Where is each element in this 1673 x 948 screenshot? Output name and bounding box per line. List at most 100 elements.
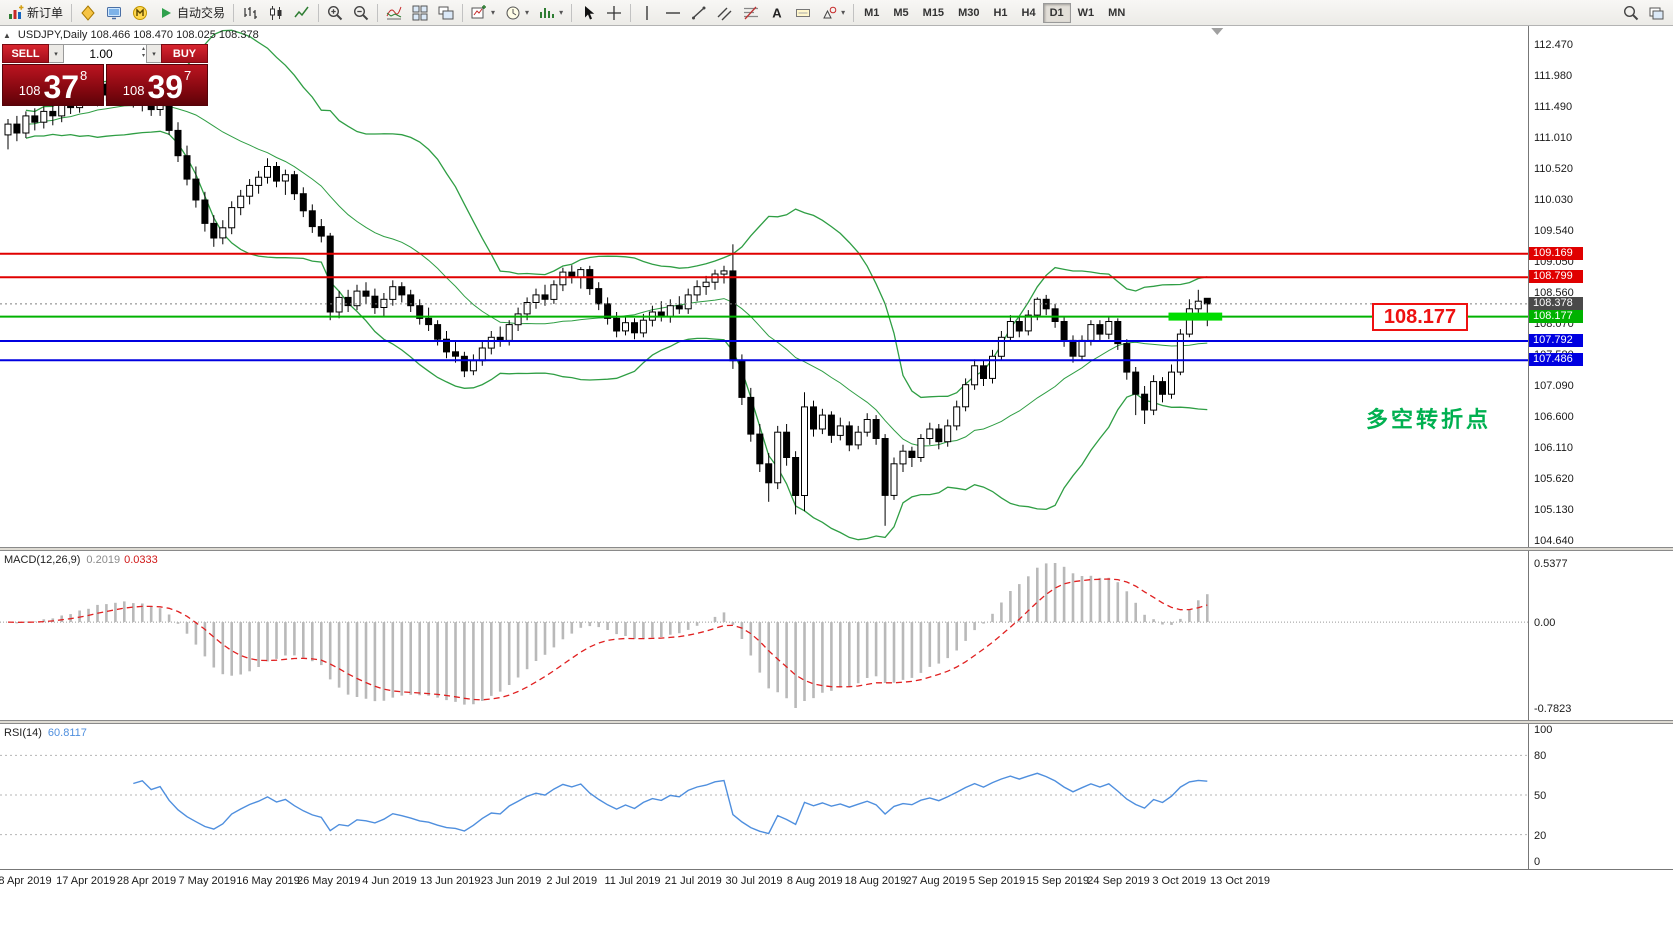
label-button[interactable] <box>790 2 816 24</box>
new-order-button[interactable]: 新订单 <box>3 2 68 24</box>
buy-button[interactable]: BUY <box>161 44 208 63</box>
timeframe-m15-button[interactable]: M15 <box>916 3 951 23</box>
bar-chart-icon <box>244 6 258 19</box>
rsi-axis-label: 50 <box>1534 790 1547 802</box>
timeframe-m1-button[interactable]: M1 <box>857 3 886 23</box>
time-axis-label: 28 Apr 2019 <box>116 875 177 887</box>
turning-point-note[interactable]: 多空转折点 <box>1366 407 1492 432</box>
line-chart-icon <box>294 6 309 17</box>
sell-button[interactable]: SELL <box>2 44 49 63</box>
timeframe-m30-button[interactable]: M30 <box>951 3 986 23</box>
candlestick-chart-button[interactable] <box>263 2 289 24</box>
text-icon: A <box>772 5 782 20</box>
gold-diamond-icon <box>81 4 95 21</box>
time-axis-label: 4 Jun 2019 <box>362 875 417 887</box>
tile-windows-button[interactable] <box>407 2 433 24</box>
price-axis-label: 106.600 <box>1534 411 1574 423</box>
fibonacci-button[interactable] <box>738 2 764 24</box>
vertical-line-button[interactable] <box>634 2 660 24</box>
sell-options-dropdown[interactable]: ▾ <box>49 44 63 63</box>
zoom-out-button[interactable] <box>348 2 374 24</box>
timeframe-d1-button[interactable]: D1 <box>1042 2 1071 23</box>
volume-input[interactable] <box>64 45 146 63</box>
time-axis-label: 8 Apr 2019 <box>0 875 52 887</box>
timeframe-h4-button[interactable]: H4 <box>1015 3 1043 23</box>
zoom-in-button[interactable] <box>322 2 348 24</box>
time-axis-label: 3 Oct 2019 <box>1152 875 1207 887</box>
price-axis-label: 107.090 <box>1534 380 1574 392</box>
rsi-canvas[interactable] <box>0 724 1528 868</box>
stepper-down-icon[interactable]: ▾ <box>141 53 145 59</box>
new-chart-icon <box>471 4 487 18</box>
timeframe-h1-button[interactable]: H1 <box>986 3 1014 23</box>
sell-price-big: 37 <box>43 69 80 105</box>
new-chart-button[interactable]: ▾ <box>466 2 500 24</box>
macd-canvas[interactable] <box>0 551 1528 719</box>
new-order-icon <box>9 4 24 19</box>
macd-pane: MACD(12,26,9) 0.2019 0.0333 <box>0 551 1528 720</box>
price-axis-tag: 107.486 <box>1529 353 1583 367</box>
dropdown-arrow-icon: ▾ <box>559 8 564 17</box>
terminal-button[interactable] <box>101 2 127 24</box>
autotrading-label: 自动交易 <box>177 6 226 20</box>
one-click-toggle[interactable]: ▲ <box>3 30 11 40</box>
svg-text:A: A <box>772 5 782 20</box>
macd-signal-value: 0.0333 <box>124 554 158 566</box>
toolbar-right-group <box>1618 2 1670 24</box>
sell-price-button[interactable]: 108 37 8 <box>2 64 104 106</box>
buy-price-button[interactable]: 108 39 7 <box>106 64 208 106</box>
price-axis-label: 111.980 <box>1534 70 1573 82</box>
crosshair-icon <box>607 5 622 20</box>
time-axis-label: 18 Aug 2019 <box>844 875 907 887</box>
price-callout-label[interactable]: 108.177 <box>1372 303 1468 331</box>
price-axis-label: 108.560 <box>1534 287 1574 299</box>
crosshair-button[interactable] <box>601 2 627 24</box>
price-pane: ▲ USDJPY,Daily 108.466 108.470 108.025 1… <box>0 26 1528 547</box>
indicator-list-button[interactable]: ▾ <box>534 2 568 24</box>
pane-splitter[interactable] <box>0 720 1673 724</box>
search-button[interactable] <box>1618 2 1644 24</box>
pane-splitter[interactable] <box>0 547 1673 551</box>
profiles-button[interactable]: ▾ <box>500 2 534 24</box>
window-list-button[interactable] <box>1644 2 1670 24</box>
buy-price-big: 39 <box>147 69 184 105</box>
cursor-button[interactable] <box>575 2 601 24</box>
shapes-button[interactable]: ▾ <box>816 2 850 24</box>
rsi-axis-label: 0 <box>1534 856 1541 868</box>
rsi-pane: RSI(14) 60.8117 <box>0 724 1528 869</box>
cascade-windows-button[interactable] <box>433 2 459 24</box>
line-chart-button[interactable] <box>289 2 315 24</box>
price-chart-canvas[interactable] <box>0 26 1528 547</box>
price-axis-tag: 109.169 <box>1529 246 1583 260</box>
macd-axis-label: 0.5377 <box>1534 558 1568 570</box>
time-axis-label: 15 Sep 2019 <box>1026 875 1089 887</box>
bar-chart-button[interactable] <box>237 2 263 24</box>
volume-stepper[interactable]: ▴ ▾ <box>142 46 145 60</box>
stepper-up-icon[interactable]: ▴ <box>141 46 145 52</box>
buy-options-dropdown[interactable]: ▾ <box>147 44 161 63</box>
vertical-line-icon <box>646 5 648 20</box>
buy-price-sup: 7 <box>184 68 192 83</box>
horizontal-line-button[interactable] <box>660 2 686 24</box>
zoom-out-icon <box>354 5 369 20</box>
market-watch-button[interactable] <box>75 2 101 24</box>
price-axis-label: 112.470 <box>1534 39 1573 51</box>
text-button[interactable]: A <box>764 2 790 24</box>
time-axis-label: 26 May 2019 <box>296 875 361 887</box>
trendline-button[interactable] <box>686 2 712 24</box>
metaeditor-button[interactable] <box>127 2 153 24</box>
time-axis[interactable]: 8 Apr 2019 17 Apr 2019 28 Apr 2019 7 May 20… <box>0 869 1673 894</box>
horizontal-line-icon <box>666 11 681 14</box>
timeframe-m5-button[interactable]: M5 <box>886 3 915 23</box>
autotrading-button[interactable]: 自动交易 <box>153 2 230 24</box>
toolbar-separator <box>318 3 320 22</box>
time-axis-label: 23 Jun 2019 <box>480 875 542 887</box>
timeframe-mn-button[interactable]: MN <box>1101 3 1132 23</box>
timeframe-w1-button[interactable]: W1 <box>1071 3 1102 23</box>
sell-price-prefix: 108 <box>18 83 41 98</box>
channel-button[interactable] <box>712 2 738 24</box>
indicators-button[interactable] <box>381 2 407 24</box>
price-axis[interactable]: 112.470 111.980 111.490 111.010 110.520 110.0… <box>1528 26 1673 869</box>
price-axis-label: 110.030 <box>1534 194 1573 206</box>
price-axis-tag: 108.378 <box>1529 296 1583 310</box>
